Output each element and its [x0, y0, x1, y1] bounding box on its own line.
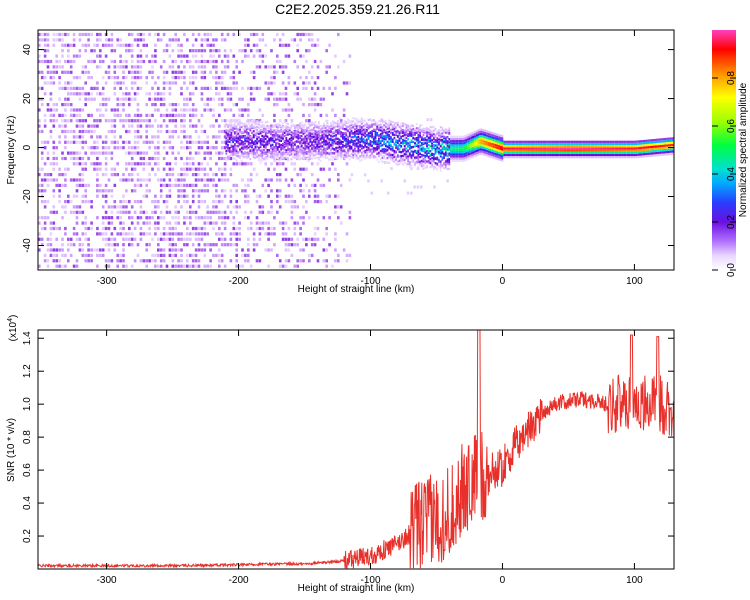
spectrogram-x-tick-label: 100 — [626, 276, 643, 287]
spectrogram-y-axis-label: Frequency (Hz) — [6, 116, 17, 185]
spectrogram-y-tick-label: -20 — [22, 189, 33, 204]
snr-x-tick-label: -200 — [229, 575, 249, 586]
snr-y-tick-label: 1.2 — [22, 364, 33, 378]
snr-y-tick-label: 1.0 — [22, 397, 33, 411]
snr-y-tick-label: 0.4 — [22, 496, 33, 510]
snr-y-tick-label: 1.4 — [22, 331, 33, 345]
spectrogram-y-tick-label: 20 — [22, 93, 33, 105]
colorbar — [712, 30, 736, 270]
snr-x-tick-label: 0 — [500, 575, 506, 586]
snr-series-line — [38, 330, 674, 569]
snr-scale-label: (x104) — [7, 315, 19, 342]
colorbar-tick-label: 0.2 — [726, 215, 737, 229]
spectrogram-y-tick-label: -40 — [22, 238, 33, 253]
colorbar-tick-label: 0.6 — [726, 119, 737, 133]
snr-chart: -300 -200 -100 0 100 0.2 0.4 0.6 0.8 1.0 1.2 1.4 (… — [6, 315, 675, 594]
spectrogram-ridge — [225, 116, 674, 172]
snr-scale-exponent: 4 — [7, 318, 14, 322]
figure-title: C2E2.2025.359.21.26.R11 — [275, 1, 440, 17]
spectrogram-noise — [38, 32, 449, 268]
colorbar-tick-label: 0.4 — [726, 167, 737, 181]
spectrogram-y-tick-label: 40 — [22, 44, 33, 56]
snr-x-tick-label: -300 — [97, 575, 117, 586]
colorbar-tick-label: 0.8 — [726, 71, 737, 85]
spectrogram-x-tick-label: 0 — [500, 276, 506, 287]
snr-x-tick-label: -100 — [361, 575, 381, 586]
snr-y-tick-label: 0.8 — [22, 430, 33, 444]
spectrogram-x-tick-label: -300 — [97, 276, 117, 287]
snr-x-axis-label: Height of straight line (km) — [298, 583, 415, 594]
snr-y-axis-label: SNR (10 * v/v) — [6, 418, 17, 482]
snr-y-tick-label: 0.6 — [22, 463, 33, 477]
colorbar-label: Normalized spectral amplitude — [738, 82, 749, 217]
colorbar-tick-label: 0.0 — [726, 263, 737, 277]
spectrogram-y-tick-label: 0 — [22, 144, 33, 150]
spectrogram-x-tick-label: -200 — [229, 276, 249, 287]
spectrogram-x-axis-label: Height of straight line (km) — [298, 284, 415, 295]
snr-x-tick-label: 100 — [626, 575, 643, 586]
spectrogram-x-tick-label: -100 — [361, 276, 381, 287]
snr-scale-base: (x10 — [8, 321, 19, 341]
snr-y-tick-label: 0.2 — [22, 529, 33, 543]
